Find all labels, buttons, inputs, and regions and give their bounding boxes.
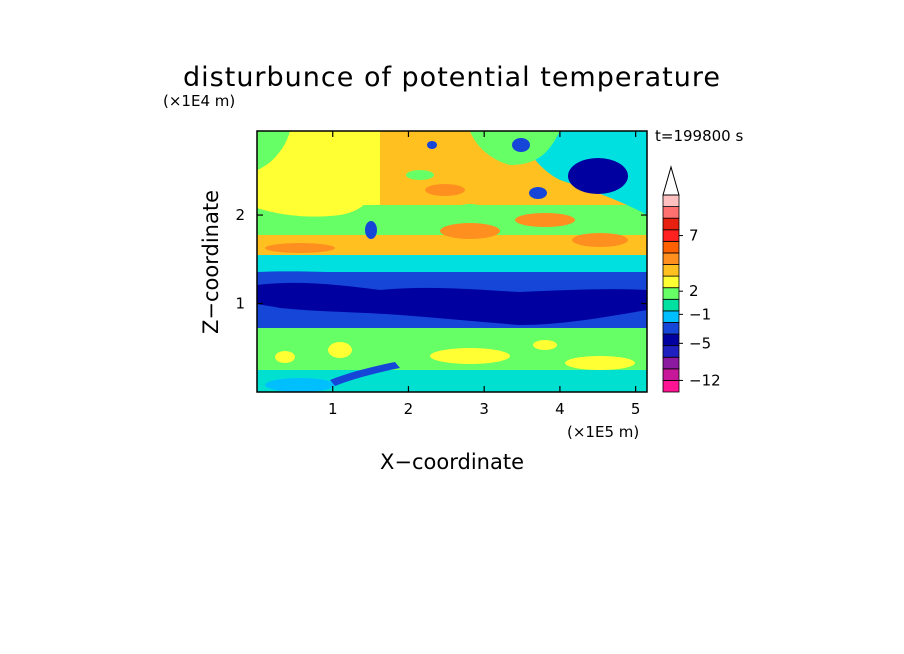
dark-blue-core	[257, 282, 647, 325]
low-yellow-4	[275, 351, 295, 363]
x-axis-ticks: 1 2 3 4 5	[328, 131, 640, 418]
colorbar-swatch	[662, 380, 680, 393]
y-tick-label: 2	[235, 206, 245, 224]
colorbar-swatch	[662, 310, 680, 323]
upper-yellow-plume	[257, 146, 371, 217]
x-unit-label: (×1E5 m)	[567, 423, 639, 441]
colorbar-swatch	[662, 264, 680, 277]
upper-cyan-ridge	[257, 131, 290, 170]
low-cyan-patch	[265, 378, 335, 392]
colorbar-tick-label: 7	[689, 227, 699, 245]
x-tick-label: 1	[328, 400, 338, 418]
dark-blue-cell-right	[568, 158, 628, 194]
y-tick-label: 1	[235, 295, 245, 313]
colorbar-labels: 7 2 −1 −5 −12	[679, 227, 721, 389]
colorbar-swatch	[662, 345, 680, 358]
blue-cell-2	[512, 138, 530, 152]
x-tick-label: 3	[479, 400, 489, 418]
y-axis-ticks: 12	[235, 206, 647, 313]
blue-cell-3	[427, 141, 437, 149]
colorbar-swatch	[662, 229, 680, 242]
low-yellow-1	[430, 348, 510, 364]
colorbar-tick-label: 2	[689, 282, 699, 300]
colorbar-swatch	[662, 356, 680, 370]
surface-dark-streak	[330, 362, 400, 386]
y-axis-label: Z−coordinate	[199, 190, 223, 334]
orange-cell-2	[515, 213, 575, 227]
x-tick-label: 2	[404, 400, 414, 418]
layer-cyan-transition	[257, 255, 647, 275]
colorbar-swatch	[662, 206, 680, 219]
colorbar-swatch	[662, 333, 680, 347]
colorbar-tick-label: −5	[689, 334, 711, 352]
orange-cell-1	[440, 223, 500, 239]
x-axis-label: X−coordinate	[380, 450, 524, 474]
green-cell-3	[406, 170, 434, 180]
upper-blue-edge	[257, 271, 647, 286]
low-yellow-3	[328, 342, 352, 358]
colorbar-swatch	[662, 298, 680, 312]
low-yellow-5	[533, 340, 557, 350]
colorbar-swatch	[662, 287, 680, 300]
colorbar-tick-label: −12	[689, 371, 721, 389]
colorbar-swatch	[662, 275, 680, 289]
orange-cell-4	[265, 243, 335, 253]
plot-frame	[256, 130, 648, 393]
colorbar-tick-label: −1	[689, 305, 711, 323]
colorbar-swatch	[662, 194, 680, 207]
blue-cell-4	[365, 221, 377, 239]
y-unit-label: (×1E4 m)	[163, 92, 235, 110]
green-cell-1	[455, 204, 485, 216]
chart-title: disturbunce of potential temperature	[183, 62, 721, 93]
low-yellow-2	[565, 356, 635, 370]
orange-cell-3	[572, 233, 628, 247]
colorbar-swatch	[662, 240, 680, 254]
green-cell-2	[581, 209, 609, 219]
blue-cell-1	[529, 187, 547, 199]
x-tick-label: 5	[631, 400, 641, 418]
x-tick-label: 4	[555, 400, 565, 418]
time-label: t=199800 s	[655, 127, 743, 145]
colorbar-swatch	[662, 368, 680, 381]
colorbar-swatch	[662, 322, 680, 335]
colorbar	[662, 165, 680, 393]
heatmap-field	[257, 131, 647, 392]
orange-cell-5	[425, 184, 465, 196]
colorbar-swatch	[662, 217, 680, 231]
colorbar-arrow	[662, 165, 680, 196]
colorbar-swatch	[662, 252, 680, 265]
